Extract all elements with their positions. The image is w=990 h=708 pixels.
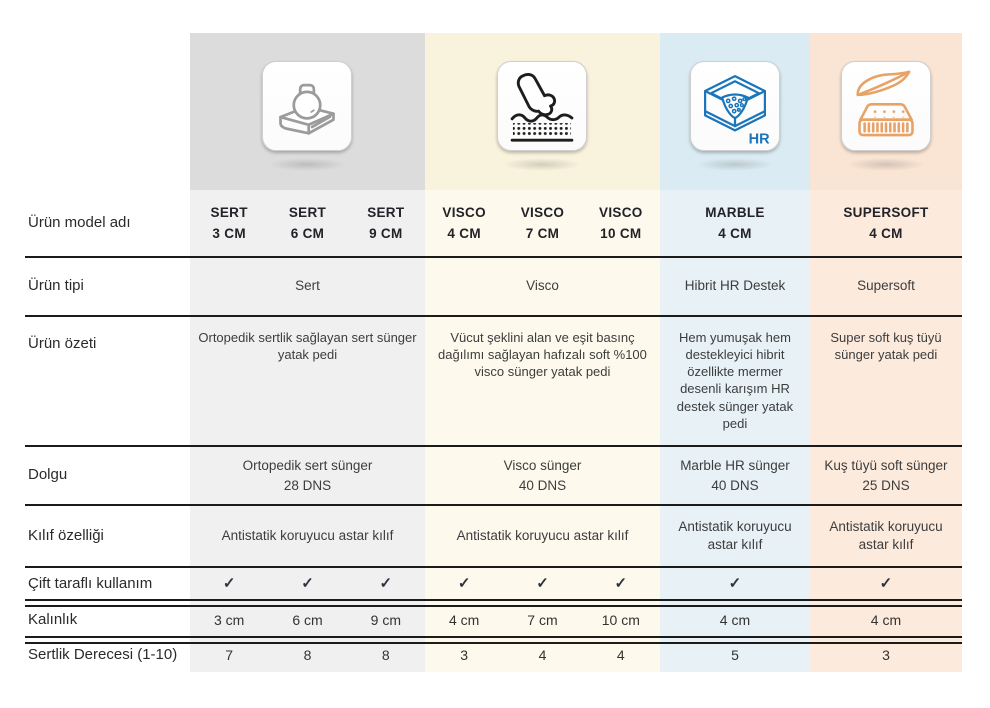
svg-text:HR: HR [749, 132, 770, 147]
model-header: VISCO 10 CM [599, 205, 643, 241]
summary-cell: Super soft kuş tüyü sünger yatak pedi [830, 330, 942, 363]
cover-cell: Antistatik koruyucu astar kılıf [829, 518, 943, 552]
row-label-type: Ürün tipi [28, 277, 84, 295]
hr-foam-cube-icon: HR [703, 74, 770, 147]
sert-icon-cell [190, 33, 425, 190]
row-divider [25, 566, 962, 568]
hardness-cell: 3 [882, 646, 890, 663]
row-label-model: Ürün model adı [28, 214, 131, 232]
thickness-cell: 9 cm [370, 611, 401, 628]
checkmark-icon: ✓ [614, 575, 628, 593]
cover-cell: Antistatik koruyucu astar kılıf [221, 527, 394, 543]
type-cell: Sert [295, 278, 320, 294]
thickness-cell: 4 cm [448, 611, 480, 628]
checkmark-icon: ✓ [536, 575, 549, 593]
row-label-filling: Dolgu [28, 466, 68, 484]
thickness-cell: 3 cm [213, 611, 245, 628]
row-divider [25, 315, 962, 317]
hardness-cell: 5 [731, 646, 739, 663]
tile-reflection [695, 158, 774, 171]
thickness-cell: 4 cm [719, 611, 751, 628]
supersoft-icon-cell [810, 33, 962, 190]
checkmark-icon: ✓ [301, 575, 314, 593]
row-label-cover: Kılıf özelliği [28, 526, 104, 544]
thickness-cell: 7 cm [527, 611, 558, 628]
summary-cell: Ortopedik sertlik sağlayan sert sünger y… [198, 330, 417, 363]
filling-cell: Kuş tüyü soft sünger 25 DNS [824, 457, 948, 493]
row-label-hardness: Sertlik Derecesi (1-10) [28, 645, 178, 663]
hardness-cell: 7 [225, 646, 234, 663]
row-divider-double [25, 599, 962, 607]
kettlebell-mattress-icon [279, 83, 336, 135]
visco-product-tile [497, 61, 588, 151]
model-header: SERT 9 CM [367, 205, 405, 241]
hardness-cell: 4 [538, 646, 547, 663]
model-header: SUPERSOFT 4 CM [843, 205, 929, 241]
thickness-cell: 6 cm [292, 611, 323, 628]
summary-cell: Vücut şeklini alan ve eşit basınç dağılı… [438, 330, 647, 380]
thickness-cell: 4 cm [870, 611, 902, 628]
tile-reflection [503, 158, 582, 171]
checkmark-icon: ✓ [222, 575, 236, 593]
type-cell: Hibrit HR Destek [684, 278, 786, 294]
hardness-cell: 4 [616, 646, 625, 663]
checkmark-icon: ✓ [728, 575, 742, 593]
tile-reflection [846, 158, 925, 171]
row-divider [25, 256, 962, 258]
model-header: VISCO 7 CM [520, 205, 565, 241]
hardness-cell: 8 [303, 646, 312, 663]
checkmark-icon: ✓ [879, 575, 893, 593]
model-header: VISCO 4 CM [442, 205, 486, 241]
marble-icon-cell: HR [660, 33, 810, 190]
comparison-table: HR [25, 33, 962, 672]
filling-cell: Visco sünger 40 DNS [503, 457, 582, 493]
hardness-cell: 8 [381, 646, 390, 663]
filling-cell: Marble HR sünger 40 DNS [680, 457, 790, 493]
checkmark-icon: ✓ [379, 575, 393, 593]
sert-product-tile [262, 61, 353, 151]
icon-row-spacer [25, 33, 190, 190]
hardness-cell: 3 [460, 646, 469, 663]
supersoft-product-tile [840, 61, 931, 151]
model-header: MARBLE 4 CM [705, 205, 765, 241]
filling-cell: Ortopedik sert sünger 28 DNS [242, 457, 373, 493]
row-divider-double [25, 636, 962, 644]
model-header: SERT 6 CM [288, 205, 327, 241]
summary-cell: Hem yumuşak hem destekleyici hibrit özel… [676, 330, 794, 431]
marble-product-tile: HR [689, 61, 780, 151]
row-divider [25, 445, 962, 447]
thickness-cell: 10 cm [601, 611, 640, 628]
type-cell: Supersoft [857, 278, 915, 294]
visco-icon-cell [425, 33, 660, 190]
type-cell: Visco [526, 278, 559, 294]
feather-mattress-icon [856, 70, 914, 137]
row-label-summary: Ürün özeti [28, 335, 97, 352]
row-label-thickness: Kalınlık [28, 610, 78, 628]
row-label-double-sided: Çift taraflı kullanım [28, 575, 153, 593]
cover-cell: Antistatik koruyucu astar kılıf [456, 527, 629, 543]
cover-cell: Antistatik koruyucu astar kılıf [678, 518, 792, 552]
model-header: SERT 3 CM [210, 205, 248, 241]
row-divider [25, 504, 962, 506]
tile-reflection [268, 158, 347, 171]
hand-pressing-foam-icon [511, 72, 574, 142]
checkmark-icon: ✓ [457, 575, 471, 593]
